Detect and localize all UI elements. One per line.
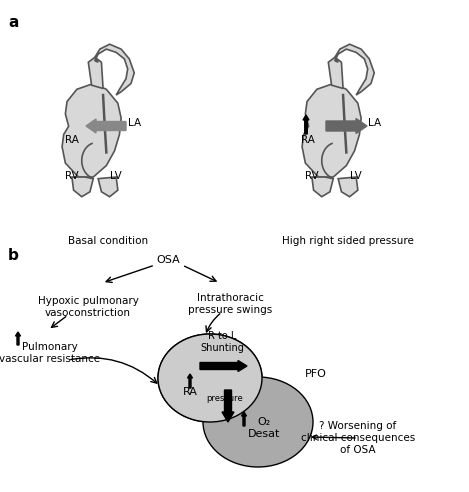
Text: LA: LA [128,118,141,128]
FancyArrow shape [15,332,21,345]
Text: a: a [8,15,18,30]
Text: RA: RA [183,387,198,397]
FancyArrow shape [326,119,367,133]
Polygon shape [328,58,343,89]
Text: R to L
Shunting: R to L Shunting [200,332,244,353]
Polygon shape [72,177,93,197]
Text: RV: RV [305,171,319,181]
Text: Intrathoracic
pressure swings: Intrathoracic pressure swings [188,293,272,314]
Text: ? Worsening of
clinical consequences
of OSA: ? Worsening of clinical consequences of … [301,422,415,455]
Polygon shape [98,177,118,197]
Text: LA: LA [368,118,381,128]
Text: Pulmonary
vascular resistance: Pulmonary vascular resistance [0,342,100,364]
Text: O₂
Desat: O₂ Desat [248,417,280,439]
Polygon shape [335,44,374,95]
Ellipse shape [158,334,262,422]
Text: RA: RA [301,135,315,145]
FancyArrow shape [242,412,247,426]
Text: High right sided pressure: High right sided pressure [282,236,414,246]
Text: LV: LV [110,171,122,181]
FancyArrow shape [188,374,192,388]
Text: RV: RV [65,171,79,181]
FancyArrow shape [303,115,309,134]
Text: Basal condition: Basal condition [68,236,148,246]
Polygon shape [312,177,333,197]
Text: PFO: PFO [305,369,327,379]
Text: b: b [8,248,19,263]
Text: pressure: pressure [206,394,243,403]
Text: LV: LV [350,171,362,181]
Polygon shape [302,84,361,177]
FancyArrow shape [200,361,247,371]
Text: RA: RA [65,135,79,145]
FancyArrow shape [86,119,126,133]
FancyArrow shape [222,390,234,422]
Ellipse shape [203,377,313,467]
Polygon shape [338,177,358,197]
Polygon shape [95,44,134,95]
Polygon shape [88,58,103,89]
Ellipse shape [158,334,262,422]
Polygon shape [62,84,121,177]
Text: OSA: OSA [156,255,180,265]
Text: Hypoxic pulmonary
vasoconstriction: Hypoxic pulmonary vasoconstriction [38,296,138,318]
